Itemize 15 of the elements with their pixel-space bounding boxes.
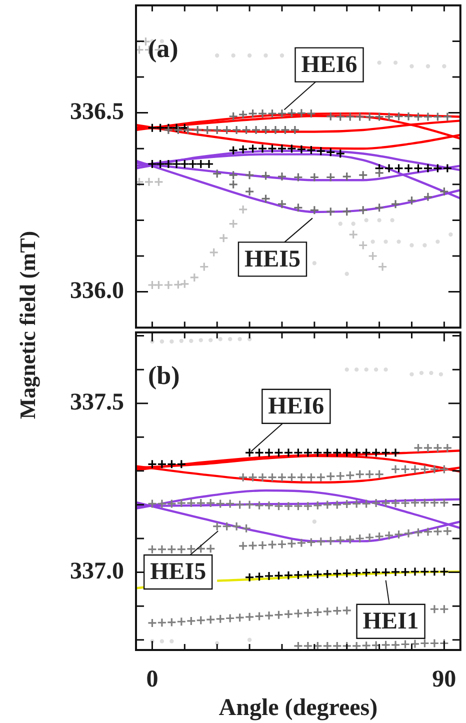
- annotation: HEI5: [244, 246, 300, 272]
- annotation: HEI1: [362, 608, 419, 635]
- y-axis-title: Magnetic field (mT): [15, 230, 41, 420]
- y-tick-label: 337.5: [70, 390, 124, 416]
- y-tick-label: 337.0: [70, 558, 124, 584]
- y-tick-label: 336.5: [70, 99, 124, 126]
- x-axis-title: Angle (degrees): [218, 694, 378, 721]
- annotation: HEI6: [268, 394, 324, 420]
- x-tick-label: 0: [146, 666, 158, 693]
- annotation: HEI5: [150, 559, 206, 586]
- x-tick-label: 90: [432, 666, 456, 693]
- annotation: (b): [148, 361, 180, 390]
- annotation: HEI6: [301, 52, 358, 78]
- annotation: (a): [148, 34, 178, 64]
- y-tick-label: 336.0: [70, 278, 124, 304]
